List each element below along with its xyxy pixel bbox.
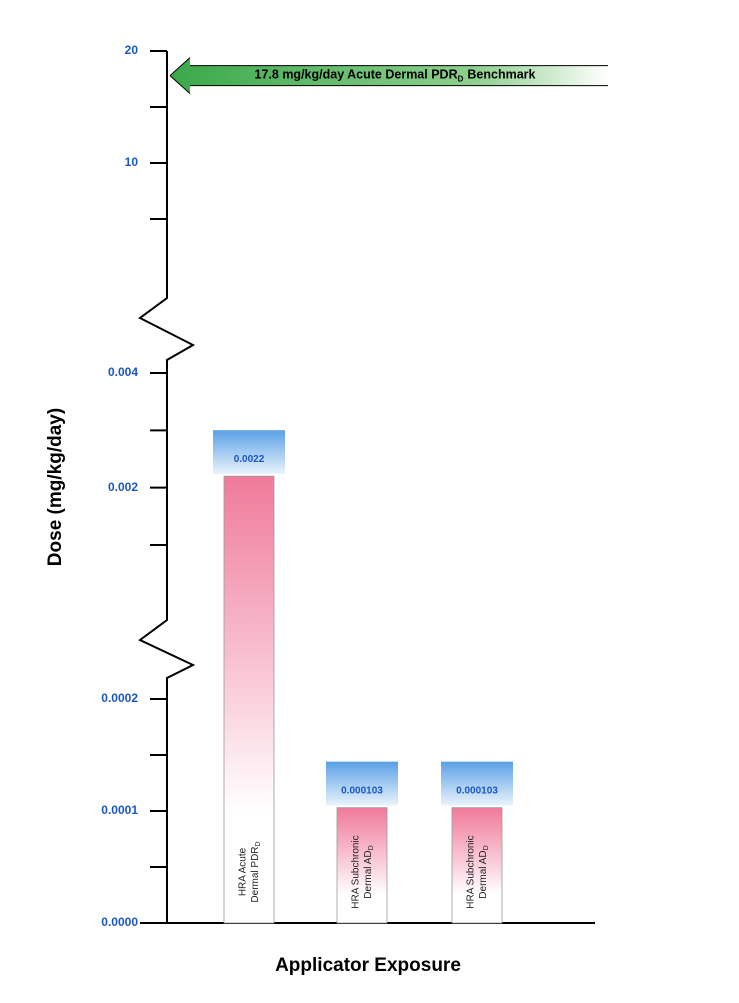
category-label-line: HRA Acute: [238, 847, 249, 896]
y-tick-label: 0.0000: [101, 915, 138, 929]
x-axis-title: Applicator Exposure: [275, 955, 461, 976]
y-tick-label: 0.0001: [101, 803, 138, 817]
value-label: 0.000103: [456, 785, 498, 796]
value-label-box: [441, 761, 513, 806]
bar: [223, 475, 275, 924]
bar: [451, 807, 503, 924]
category-label-line: Dermal ADD: [363, 845, 375, 898]
y-tick-label: 0.004: [108, 365, 138, 379]
category-label: HRA Subchronic Dermal ADD: [351, 835, 375, 908]
category-label-subscript: D: [255, 841, 262, 846]
benchmark-label: 17.8 mg/kg/day Acute Dermal PDRD Benchmar…: [255, 68, 536, 84]
benchmark-label-suffix: Benchmark: [467, 68, 535, 82]
category-label-line: Dermal ADD: [478, 845, 490, 898]
benchmark-arrow: [170, 57, 608, 94]
y-tick-label: 20: [125, 43, 139, 57]
bar: [336, 807, 388, 924]
benchmark-label-text: 17.8 mg/kg/day Acute Dermal PDR: [255, 68, 458, 82]
category-label: HRA Subchronic Dermal ADD: [466, 835, 490, 908]
category-label-line: HRA Subchronic: [466, 835, 477, 908]
benchmark-label-subscript: D: [458, 75, 464, 84]
category-label-text: Dermal AD: [363, 850, 374, 898]
category-label-text: Dermal AD: [478, 850, 489, 898]
y-axis-title: Dose (mg/kg/day): [45, 408, 66, 566]
y-tick-label: 0.0002: [101, 691, 138, 705]
benchmark-arrow-outline: [169, 57, 608, 95]
value-label: 0.0022: [234, 454, 265, 465]
category-label-line: Dermal PDRD: [250, 841, 262, 902]
value-label: 0.000103: [341, 785, 383, 796]
y-tick-label: 0.002: [108, 480, 138, 494]
category-label-subscript: D: [483, 845, 490, 850]
category-label-subscript: D: [368, 845, 375, 850]
category-label: HRA Acute Dermal PDRD: [238, 841, 262, 902]
category-label-line: HRA Subchronic: [351, 835, 362, 908]
value-label-box: [326, 761, 398, 806]
y-tick-label: 10: [125, 155, 139, 169]
category-label-text: Dermal PDR: [250, 846, 261, 902]
value-label-box: [213, 430, 285, 475]
